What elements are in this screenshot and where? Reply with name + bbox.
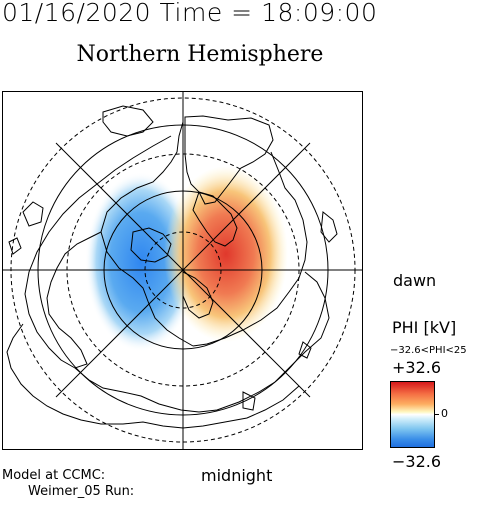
polar-map-svg (3, 92, 362, 449)
colorbar-zero-label: 0 (441, 407, 448, 420)
meridian-lines (3, 92, 362, 449)
date-text: 01/16/2020 (2, 0, 152, 27)
model-info-line1: Model at CCMC: (2, 468, 106, 483)
date-time-header: 01/16/2020 Time = 18:09:00 (2, 0, 377, 27)
coastlines (6, 105, 338, 429)
colorbar-title: PHI [kV] (392, 318, 457, 337)
colorbar-range-text: −32.6<PHI<25 (390, 345, 467, 356)
midnight-label: midnight (201, 466, 273, 485)
colorbar-zero-tick (435, 414, 439, 415)
model-info-line2: Weimer_05 Run: (28, 484, 135, 499)
colorbar (390, 381, 435, 448)
polar-map-plot (2, 91, 363, 450)
time-text: 18:09:00 (261, 0, 378, 27)
colorbar-min-label: −32.6 (392, 452, 442, 471)
time-label: Time = (159, 0, 253, 27)
colorbar-max-label: +32.6 (392, 358, 442, 377)
map-title: Northern Hemisphere (76, 42, 324, 67)
dawn-label: dawn (393, 271, 437, 290)
